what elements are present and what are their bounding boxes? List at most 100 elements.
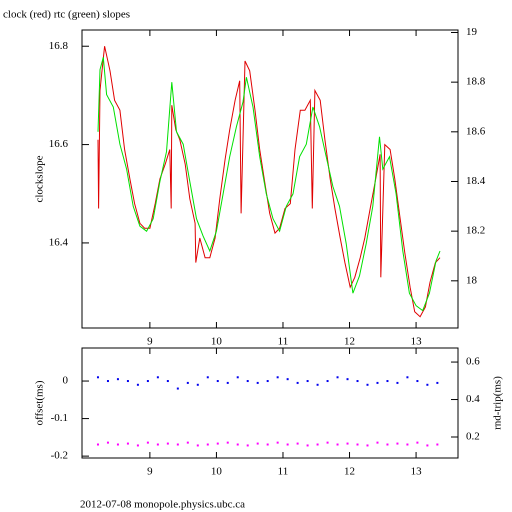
x-tick-label: 13 [411,336,423,348]
y2-tick-label: 18.4 [466,175,486,187]
data-point [326,441,329,444]
data-point [366,383,369,386]
data-point [96,443,99,446]
data-point [146,441,149,444]
y-axis-label: offset(ms) [34,380,46,425]
data-point [346,442,349,445]
data-point [286,443,289,446]
y-tick-label: -0.2 [51,450,68,462]
y2-tick-label: 19 [466,26,478,38]
data-point [166,442,169,445]
data-point [96,376,99,379]
data-point [266,443,269,446]
data-line [97,57,441,312]
data-point [176,443,179,446]
data-point [166,380,169,383]
y-tick-label: 16.4 [49,236,69,248]
data-point [426,444,429,447]
data-point [336,443,339,446]
data-point [306,380,309,383]
data-point [206,443,209,446]
data-point [136,383,139,386]
data-point [296,381,299,384]
data-point [396,442,399,445]
data-point [126,442,129,445]
data-point [306,444,309,447]
data-point [196,444,199,447]
data-point [106,441,109,444]
data-point [386,443,389,446]
data-point [436,443,439,446]
data-point [266,380,269,383]
data-point [376,381,379,384]
data-line [97,46,441,318]
data-point [346,378,349,381]
data-point [116,378,119,381]
data-point [116,443,119,446]
data-point [186,381,189,384]
y2-tick-label: 18.8 [466,76,486,88]
data-point [256,442,259,445]
y2-tick-label: 0.4 [466,393,480,405]
data-point [406,443,409,446]
x-tick-label: 10 [211,336,223,348]
data-point [126,380,129,383]
data-point [236,376,239,379]
data-point [226,441,229,444]
data-point [396,381,399,384]
data-point [246,444,249,447]
plot-frame [81,347,459,459]
data-point [356,443,359,446]
data-point [146,380,149,383]
data-point [286,378,289,381]
data-point [436,381,439,384]
data-point [316,383,319,386]
data-point [156,443,159,446]
x-tick-label: 12 [344,336,355,348]
data-point [176,387,179,390]
data-point [236,443,239,446]
y2-tick-label: 18.6 [466,125,486,137]
data-point [206,376,209,379]
data-point [386,380,389,383]
data-point [326,380,329,383]
y-tick-label: 16.8 [49,40,69,52]
data-point [226,381,229,384]
y-tick-label: 0 [63,375,69,387]
y-tick-label: 16.6 [49,138,69,150]
data-point [256,381,259,384]
data-point [356,380,359,383]
chart-title: clock (red) rtc (green) slopes [3,9,130,21]
data-point [216,442,219,445]
data-point [196,383,199,386]
plot-frame [81,29,459,329]
x-tick-label: 12 [344,466,355,478]
x-tick-label: 13 [411,466,423,478]
y2-axis-label: rnd-trip(ms) [492,376,504,430]
y-axis-label: clockslope [34,155,46,202]
data-point [106,380,109,383]
data-point [276,376,279,379]
data-point [156,376,159,379]
data-point [186,441,189,444]
y2-tick-label: 0.2 [466,431,480,443]
x-tick-label: 11 [278,466,289,478]
x-tick-label: 10 [211,466,223,478]
data-point [416,441,419,444]
data-point [136,444,139,447]
data-point [276,441,279,444]
footer: 2012-07-08 monopole.physics.ubc.ca [80,499,245,511]
data-point [246,380,249,383]
data-point [406,376,409,379]
data-point [336,376,339,379]
data-point [416,380,419,383]
x-tick-label: 9 [147,466,153,478]
y2-tick-label: 0.6 [466,356,480,368]
data-point [366,444,369,447]
data-point [376,441,379,444]
data-point [316,443,319,446]
data-point [216,380,219,383]
data-point [296,442,299,445]
y2-tick-label: 18.2 [466,225,485,237]
